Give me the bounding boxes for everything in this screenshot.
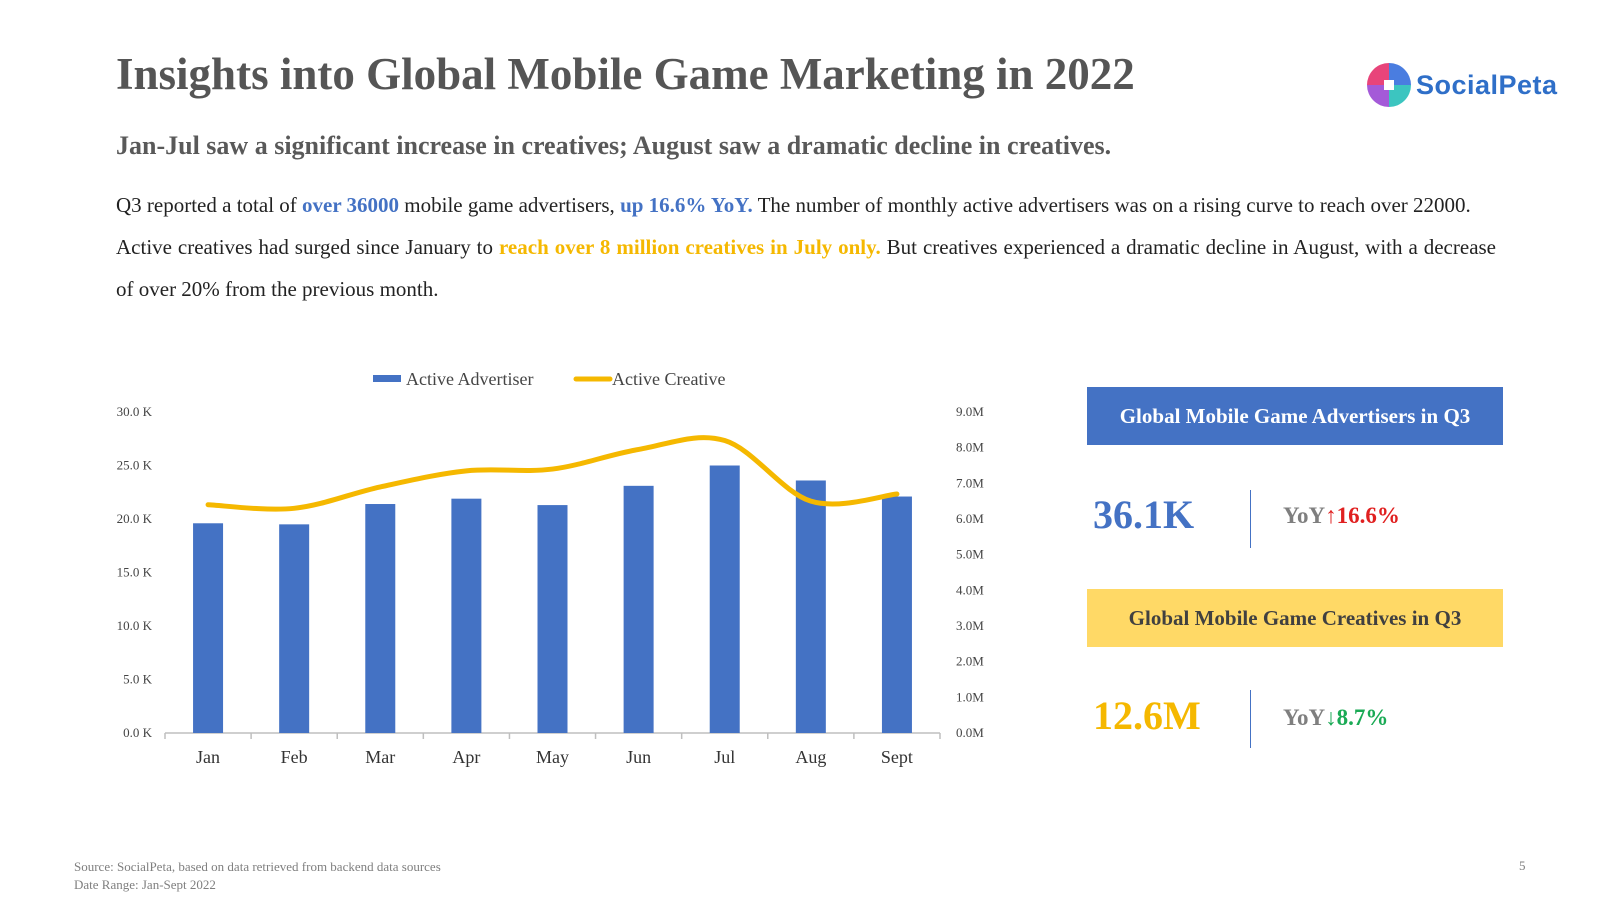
left-axis-tick-label: 20.0 K — [117, 511, 153, 526]
advertisers-kpi-yoy: YoY↑16.6% — [1283, 503, 1400, 529]
yoy-label: YoY — [1283, 503, 1326, 528]
category-label: Sept — [881, 747, 913, 767]
legend-label-active-advertiser: Active Advertiser — [406, 369, 533, 389]
logo-icon — [1367, 63, 1411, 107]
category-label: Jul — [714, 747, 735, 767]
category-label: Aug — [795, 747, 826, 767]
advertisers-kpi-value: 36.1K — [1093, 492, 1195, 537]
bar-active-advertiser-sept — [881, 496, 912, 733]
text-segment: Q3 reported a total of — [116, 193, 303, 217]
category-label: Apr — [452, 747, 480, 767]
right-axis-tick-label: 0.0M — [956, 725, 984, 740]
creatives-kpi-divider — [1250, 690, 1251, 748]
right-axis-tick-label: 1.0M — [956, 689, 984, 704]
advertisers-kpi-header: Global Mobile Game Advertisers in Q3 — [1087, 387, 1503, 445]
source-note: Source: SocialPeta, based on data retrie… — [74, 859, 441, 874]
summary-paragraph-1: Q3 reported a total of over 36000 mobile… — [116, 184, 1496, 226]
text-segment: But creatives experienced a dramatic dec… — [116, 235, 1497, 301]
yoy-down-value: ↓8.7% — [1325, 705, 1389, 730]
bar-active-advertiser-aug — [795, 480, 826, 733]
left-axis-tick-label: 15.0 K — [117, 565, 153, 580]
creatives-kpi-value: 12.6M — [1093, 693, 1201, 738]
category-label: Feb — [281, 747, 308, 767]
bar-active-advertiser-feb — [279, 524, 310, 733]
left-axis-tick-label: 25.0 K — [117, 458, 153, 473]
page-number: 5 — [1519, 858, 1526, 873]
legend-swatch-active-advertiser — [373, 375, 401, 382]
right-axis-tick-label: 4.0M — [956, 582, 984, 597]
legend-label-active-creative: Active Creative — [612, 369, 725, 389]
creatives-kpi-header: Global Mobile Game Creatives in Q3 — [1087, 589, 1503, 647]
brand-logo: SocialPeta — [1366, 60, 1558, 110]
text-segment: Active creatives had surged since Januar… — [116, 235, 499, 259]
page-subtitle: Jan-Jul saw a significant increase in cr… — [116, 131, 1112, 160]
right-axis-tick-label: 9.0M — [956, 404, 984, 419]
date-range-note: Date Range: Jan-Sept 2022 — [74, 877, 216, 892]
category-label: Jun — [626, 747, 651, 767]
right-axis-tick-label: 6.0M — [956, 511, 984, 526]
category-label: May — [536, 747, 569, 767]
line-active-creative — [205, 435, 900, 512]
text-segment: mobile game advertisers, — [399, 193, 621, 217]
right-axis-tick-label: 8.0M — [956, 440, 984, 455]
logo-text: SocialPeta — [1416, 69, 1558, 100]
page-title: Insights into Global Mobile Game Marketi… — [116, 49, 1135, 99]
text-segment: The number of monthly active advertisers… — [752, 193, 1471, 217]
left-axis-tick-label: 0.0 K — [123, 725, 153, 740]
left-axis-tick-label: 5.0 K — [123, 672, 153, 687]
right-axis-tick-label: 2.0M — [956, 654, 984, 669]
summary-paragraph-2: Active creatives had surged since Januar… — [116, 226, 1496, 310]
bar-active-advertiser-mar — [365, 504, 396, 733]
bar-active-advertiser-may — [537, 505, 568, 733]
summary-text: Q3 reported a total of over 36000 mobile… — [116, 184, 1496, 310]
right-axis-tick-label: 5.0M — [956, 547, 984, 562]
bar-active-advertiser-jan — [193, 523, 224, 733]
category-label: Mar — [365, 747, 395, 767]
left-axis-tick-label: 30.0 K — [117, 404, 153, 419]
bar-active-advertiser-jul — [709, 465, 740, 733]
bar-active-advertiser-jun — [623, 485, 654, 733]
yoy-up-value: ↑16.6% — [1325, 503, 1400, 528]
highlight-advertiser-total: over 36000 — [302, 193, 400, 217]
yoy-label: YoY — [1283, 705, 1326, 730]
highlight-creative-peak: reach over 8 million creatives in July o… — [498, 235, 881, 259]
footer-source: Source: SocialPeta, based on data retrie… — [74, 858, 441, 894]
creatives-kpi-yoy: YoY↓8.7% — [1283, 705, 1388, 731]
advertisers-kpi-divider — [1250, 490, 1251, 548]
highlight-advertiser-yoy: up 16.6% YoY. — [620, 193, 753, 217]
right-axis-tick-label: 7.0M — [956, 475, 984, 490]
left-axis-tick-label: 10.0 K — [117, 618, 153, 633]
bar-active-advertiser-apr — [451, 498, 482, 733]
category-label: Jan — [196, 747, 220, 767]
right-axis-tick-label: 3.0M — [956, 618, 984, 633]
